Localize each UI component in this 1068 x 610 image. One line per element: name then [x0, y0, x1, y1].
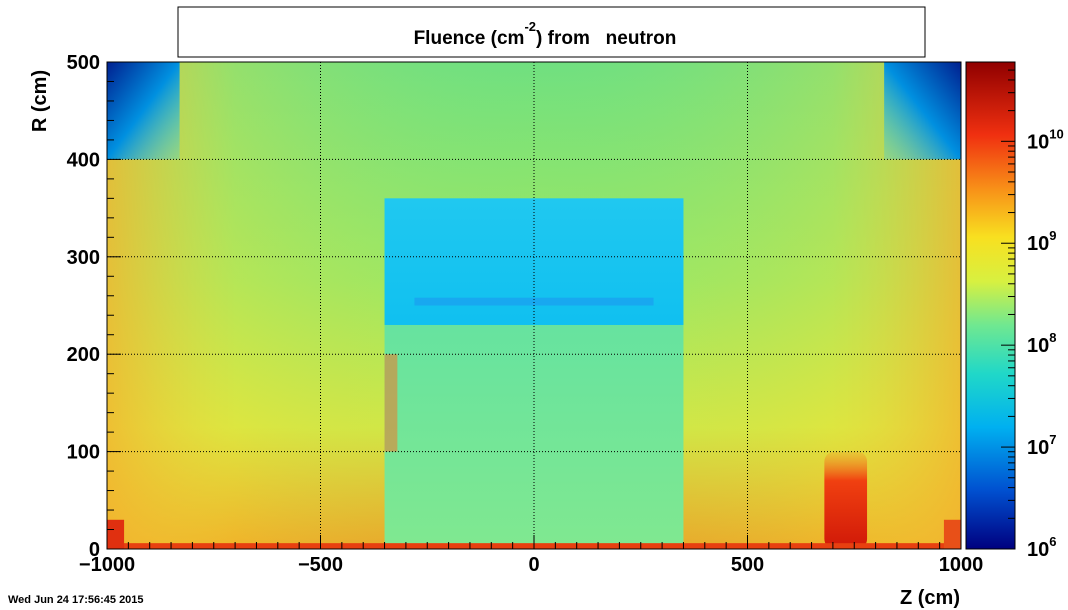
- y-tick-label: 400: [67, 149, 100, 171]
- region-hotspot-forward: [824, 451, 868, 549]
- colorbar-label: 108: [1027, 330, 1056, 357]
- y-tick-label: 300: [67, 247, 100, 269]
- title-box: Fluence (cm-2) from neutron: [177, 6, 926, 58]
- colorbar-label-base: 10: [1027, 335, 1049, 357]
- x-tick-label: 500: [731, 554, 764, 576]
- x-tick-label: 0: [528, 554, 539, 576]
- grid-lines: [107, 62, 961, 549]
- colorbar-label-exp: 7: [1049, 432, 1056, 447]
- region-thin-layer: [414, 297, 654, 306]
- y-tick-label: 100: [67, 442, 100, 464]
- y-tick-label: 500: [67, 52, 100, 74]
- y-tick-label: 200: [67, 344, 100, 366]
- region-corner-upper-right: [884, 62, 961, 160]
- x-axis-label: Z (cm): [900, 587, 960, 609]
- region-endcap-right: [943, 519, 961, 549]
- colorbar-label-base: 10: [1027, 233, 1049, 255]
- region-strip-left: [384, 354, 398, 452]
- colorbar-label: 109: [1027, 228, 1056, 255]
- chart-title-sup: -2: [524, 19, 536, 34]
- colorbar-label: 107: [1027, 432, 1056, 459]
- colorbar-bar: [965, 61, 1016, 550]
- y-tick-label: 0: [89, 539, 100, 561]
- title-frame: [177, 6, 926, 58]
- chart-title-suffix: ) from neutron: [536, 28, 676, 49]
- colorbar-label-base: 10: [1027, 539, 1049, 561]
- colorbar-label: 106: [1027, 534, 1056, 561]
- colorbar-label-exp: 10: [1049, 126, 1063, 141]
- x-tick-label: 1000: [939, 554, 984, 576]
- region-corner-upper-left: [107, 62, 180, 160]
- chart-title: Fluence (cm-2) from neutron: [414, 19, 677, 49]
- x-tick-label: −500: [298, 554, 343, 576]
- colorbar-label-exp: 6: [1049, 534, 1056, 549]
- region-endcap-left: [107, 519, 125, 549]
- x-tick-label: −1000: [79, 554, 135, 576]
- axes: −1000 −500 0 500 1000 0 100 200 300 400 500: [67, 52, 984, 576]
- colorbar-label-exp: 8: [1049, 330, 1056, 345]
- colorbar-label-base: 10: [1027, 131, 1049, 153]
- y-axis-label: R (cm): [29, 70, 51, 132]
- colorbar-label-base: 10: [1027, 437, 1049, 459]
- timestamp: Wed Jun 24 17:56:45 2015: [8, 594, 144, 606]
- colorbar-label: 1010: [1027, 126, 1064, 153]
- chart-title-main: Fluence (cm: [414, 28, 525, 49]
- colorbar-label-exp: 9: [1049, 228, 1056, 243]
